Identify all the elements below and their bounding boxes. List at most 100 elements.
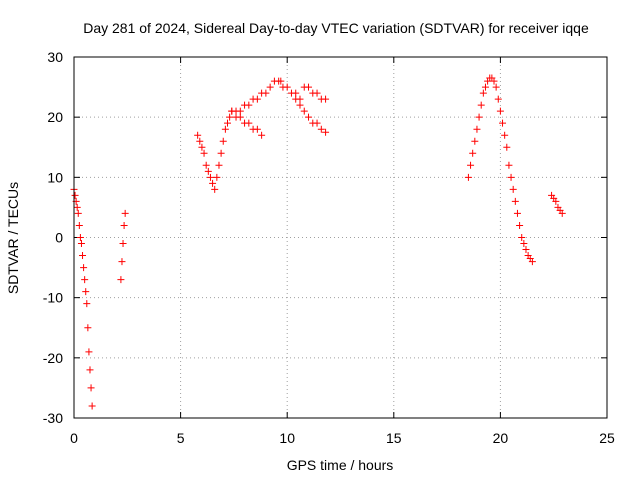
data-point	[119, 240, 127, 248]
data-point	[507, 173, 515, 181]
data-point	[481, 83, 489, 91]
data-point	[245, 101, 253, 109]
x-tick-label: 5	[177, 430, 185, 446]
data-point	[511, 197, 519, 205]
data-point	[85, 348, 93, 356]
data-point	[71, 191, 79, 199]
data-point	[221, 125, 229, 133]
data-point	[204, 167, 212, 175]
y-tick-label: 20	[47, 109, 63, 125]
data-point	[490, 77, 498, 85]
data-point	[473, 125, 481, 133]
data-point	[117, 276, 125, 284]
data-point	[477, 101, 485, 109]
data-layer	[70, 74, 566, 410]
data-point	[215, 161, 223, 169]
data-point	[83, 300, 91, 308]
data-point	[296, 101, 304, 109]
data-point	[118, 258, 126, 266]
data-point	[211, 185, 219, 193]
data-point	[253, 125, 261, 133]
data-point	[194, 131, 202, 139]
data-point	[513, 209, 521, 217]
data-point	[228, 107, 236, 115]
data-point	[313, 89, 321, 97]
data-point	[317, 125, 325, 133]
data-point	[88, 402, 96, 410]
data-point	[492, 83, 500, 91]
data-point	[292, 95, 300, 103]
data-point	[313, 119, 321, 127]
x-tick-label: 20	[493, 430, 509, 446]
data-point	[305, 83, 313, 91]
data-point	[209, 179, 217, 187]
data-point	[87, 384, 95, 392]
data-point	[499, 119, 507, 127]
data-point	[277, 77, 285, 85]
data-point	[82, 288, 90, 296]
data-point	[86, 366, 94, 374]
y-tick-label: -30	[43, 410, 63, 426]
y-tick-label: 30	[47, 49, 63, 65]
data-point	[503, 143, 511, 151]
data-point	[479, 89, 487, 97]
y-tick-label: -10	[43, 290, 63, 306]
x-tick-label: 0	[70, 430, 78, 446]
plot-frame	[73, 56, 608, 419]
data-point	[292, 89, 300, 97]
data-point	[475, 113, 483, 121]
data-point	[467, 161, 475, 169]
data-point	[77, 240, 85, 248]
data-point	[558, 209, 566, 217]
data-point	[81, 276, 89, 284]
data-point	[253, 95, 261, 103]
y-axis-label: SDTVAR / TECUs	[5, 182, 21, 294]
data-point	[76, 234, 84, 241]
data-point	[266, 83, 274, 91]
series-segment-3	[194, 77, 304, 193]
data-point	[200, 149, 208, 157]
data-point	[84, 324, 92, 332]
data-point	[496, 107, 504, 115]
data-point	[213, 173, 221, 181]
y-tick-label: 0	[55, 230, 63, 246]
series-segment-1	[70, 185, 96, 410]
data-point	[217, 149, 225, 157]
data-point	[469, 149, 477, 157]
data-point	[509, 185, 517, 193]
data-point	[196, 137, 204, 145]
data-point	[198, 143, 206, 151]
tick-layer: 0 5 10 15 20 25 -30 -20 -10 0 10 20 30	[43, 49, 615, 446]
series-segment-7	[464, 74, 536, 266]
data-point	[464, 173, 472, 181]
data-point	[471, 137, 479, 145]
data-point	[501, 131, 509, 139]
data-point	[516, 221, 524, 229]
y-tick-label: -20	[43, 350, 63, 366]
data-point	[245, 119, 253, 127]
series-segment-4	[228, 107, 266, 139]
series-segment-2	[117, 209, 129, 284]
data-point	[224, 119, 232, 127]
series-segment-8	[548, 191, 566, 217]
data-point	[300, 107, 308, 115]
data-point	[505, 161, 513, 169]
series-segment-6	[292, 95, 330, 136]
data-point	[283, 83, 291, 91]
data-point	[74, 209, 82, 217]
data-point	[121, 209, 129, 217]
x-axis-label: GPS time / hours	[287, 457, 394, 473]
data-point	[120, 221, 128, 229]
data-point	[226, 113, 234, 121]
x-tick-label: 10	[279, 430, 295, 446]
data-point	[75, 221, 83, 229]
data-point	[518, 234, 526, 241]
data-point	[552, 197, 560, 205]
x-tick-label: 25	[599, 430, 615, 446]
data-point	[262, 89, 270, 97]
data-point	[258, 131, 266, 139]
data-point	[79, 252, 87, 260]
x-tick-label: 15	[386, 430, 402, 446]
data-point	[528, 258, 536, 266]
